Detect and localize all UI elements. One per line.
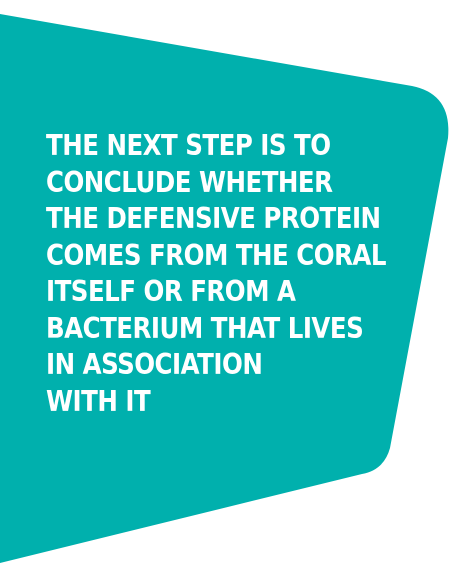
quote-line-7: IN ASSOCIATION <box>46 348 263 381</box>
quote-line-4: COMES FROM THE CORAL <box>46 238 387 272</box>
teal-panel-background <box>0 14 449 563</box>
quote-line-8: WITH IT <box>46 384 151 418</box>
quote-line-1: THE NEXT STEP IS TO <box>46 129 331 162</box>
quote-line-5: ITSELF OR FROM A <box>46 275 296 308</box>
quote-line-6: BACTERIUM THAT LIVES <box>46 311 364 345</box>
quote-line-2: CONCLUDE WHETHER <box>46 165 333 199</box>
quote-line-3: THE DEFENSIVE PROTEIN <box>46 202 381 235</box>
quote-text: THE NEXT STEP IS TO CONCLUDE WHETHER THE… <box>46 128 387 420</box>
